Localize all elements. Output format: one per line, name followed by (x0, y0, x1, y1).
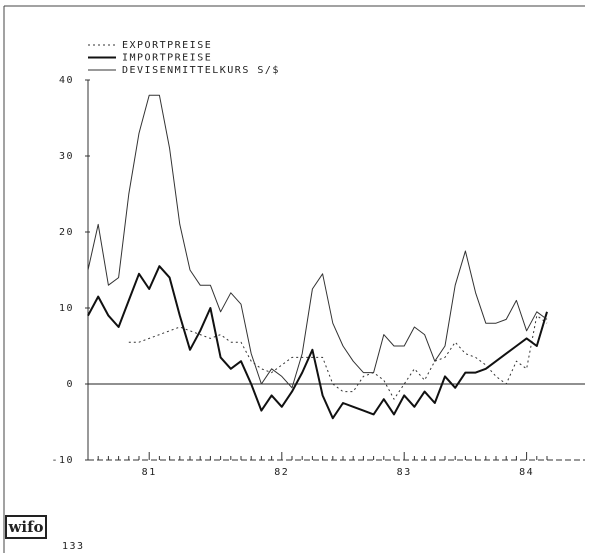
legend-label: DEVISENMITTELKURS S/$ (122, 65, 280, 76)
legend-label: EXPORTPREISE (122, 40, 212, 51)
page-number: 133 (62, 541, 85, 552)
series-line (128, 315, 548, 400)
logo: wifo (5, 515, 47, 539)
x-tick-label: 84 (519, 467, 534, 478)
y-tick-label: -10 (51, 455, 74, 466)
logo-text: wifo (7, 518, 43, 536)
y-tick-label: 20 (59, 227, 74, 238)
legend-label: IMPORTPREISE (122, 53, 212, 64)
series-line (87, 94, 548, 389)
logo-box (5, 515, 47, 539)
y-tick-label: 10 (59, 303, 74, 314)
x-tick-label: 82 (274, 467, 289, 478)
y-tick-label: 0 (66, 379, 74, 390)
x-tick-label: 83 (397, 467, 412, 478)
y-tick-label: 30 (59, 151, 74, 162)
series-line (87, 265, 548, 420)
y-tick-label: 40 (59, 75, 74, 86)
x-tick-label: 81 (142, 467, 157, 478)
